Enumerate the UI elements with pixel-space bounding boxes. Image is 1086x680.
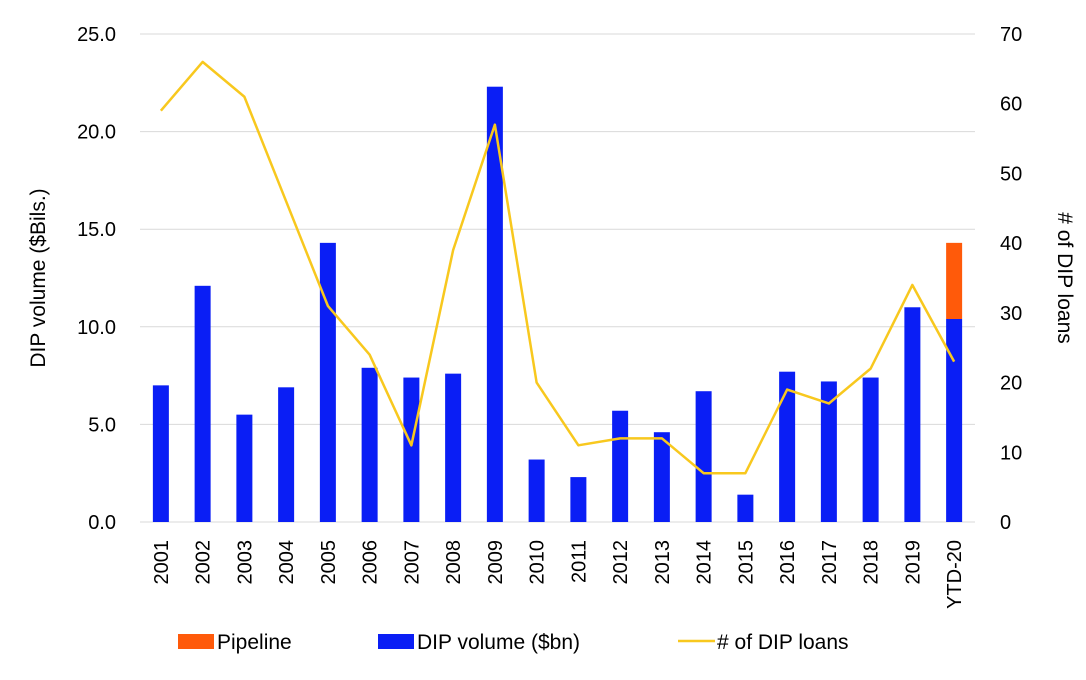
dip-volume-bar	[946, 318, 963, 522]
x-axis-tick-label: YTD-20	[944, 540, 966, 609]
loan-count-line	[159, 60, 956, 475]
x-axis-tick-label: 2006	[360, 540, 382, 585]
x-axis-tick-label: 2016	[777, 540, 799, 585]
left-axis-tick-label: 5.0	[88, 414, 116, 436]
dip-volume-bar	[486, 86, 503, 522]
x-axis-tick-label: 2010	[527, 540, 549, 585]
left-axis-tick-label: 15.0	[77, 219, 116, 241]
right-axis-tick-label: 60	[1000, 94, 1022, 116]
x-axis-tick-label: 2002	[193, 540, 215, 585]
left-axis-ticks: 0.0 5.0 10.0 15.0 20.0 25.0	[77, 24, 116, 534]
right-axis-title: # of DIP loans	[1053, 212, 1076, 344]
left-axis-title: DIP volume ($Bils.)	[27, 188, 50, 367]
right-axis-ticks: 0 10 20 30 40 50 60 70	[1000, 24, 1022, 534]
left-axis-tick-label: 0.0	[88, 512, 116, 534]
dip-volume-bar	[403, 377, 420, 522]
x-axis-tick-label: 2009	[485, 540, 507, 585]
dip-loans-line	[159, 60, 956, 475]
dip-volume-bar	[779, 371, 796, 522]
x-axis-tick-label: 2012	[610, 540, 632, 585]
dip-volume-bar	[653, 432, 670, 522]
dip-volume-bar	[278, 387, 295, 522]
left-axis-tick-label: 25.0	[77, 24, 116, 46]
dip-volume-bar	[445, 373, 462, 522]
legend-swatch-pipeline	[178, 634, 214, 649]
legend-label-dip-volume: DIP volume ($bn)	[417, 631, 580, 654]
dip-volume-bar	[904, 307, 921, 522]
right-axis-tick-label: 0	[1000, 512, 1011, 534]
dip-volume-bar	[528, 459, 545, 522]
x-axis-tick-label: 2014	[694, 540, 716, 585]
gridlines	[140, 33, 975, 523]
right-axis-tick-label: 10	[1000, 442, 1022, 464]
dip-volume-bar	[820, 381, 837, 522]
dip-volume-bar	[361, 367, 378, 522]
x-axis-tick-label: 2005	[318, 540, 340, 585]
x-axis-tick-label: 2003	[234, 540, 256, 585]
right-axis-tick-label: 30	[1000, 303, 1022, 325]
x-axis-tick-label: 2017	[819, 540, 841, 585]
right-axis-tick-label: 50	[1000, 163, 1022, 185]
x-axis-tick-label: 2018	[861, 540, 883, 585]
dip-volume-bar	[612, 410, 629, 522]
legend: Pipeline DIP volume ($bn) # of DIP loans	[178, 631, 849, 654]
x-axis-tick-label: 2013	[652, 540, 674, 585]
pipeline-bar	[946, 242, 963, 319]
x-axis-tick-label: 2004	[276, 540, 298, 585]
x-axis-tick-label: 2007	[401, 540, 423, 585]
right-axis-tick-label: 40	[1000, 233, 1022, 255]
x-axis-tick-label: 2008	[443, 540, 465, 585]
legend-label-dip-loans: # of DIP loans	[717, 631, 849, 654]
dip-volume-bar	[319, 242, 336, 522]
dip-volume-bar	[194, 285, 211, 522]
x-axis-tick-label: 2015	[735, 540, 757, 585]
left-axis-tick-label: 20.0	[77, 122, 116, 144]
x-axis-ticks: 2001 2002 2003 2004 2005 2006 2007 2008 2009 2010…	[151, 540, 966, 609]
x-axis-tick-label: 2011	[568, 540, 590, 583]
dip-volume-bar	[737, 494, 754, 522]
right-axis-tick-label: 20	[1000, 373, 1022, 395]
left-axis-tick-label: 10.0	[77, 317, 116, 339]
dip-volume-bar	[695, 391, 712, 522]
legend-label-pipeline: Pipeline	[217, 631, 292, 654]
right-axis-tick-label: 70	[1000, 24, 1022, 46]
x-axis-tick-label: 2019	[902, 540, 924, 585]
dip-volume-bar	[570, 477, 587, 522]
legend-swatch-dip-volume	[378, 634, 414, 649]
dip-volume-bar	[862, 377, 879, 522]
dip-volume-bar	[152, 385, 169, 522]
bars	[152, 86, 963, 522]
x-axis-tick-label: 2001	[151, 540, 173, 585]
dip-volume-bar	[236, 414, 253, 522]
